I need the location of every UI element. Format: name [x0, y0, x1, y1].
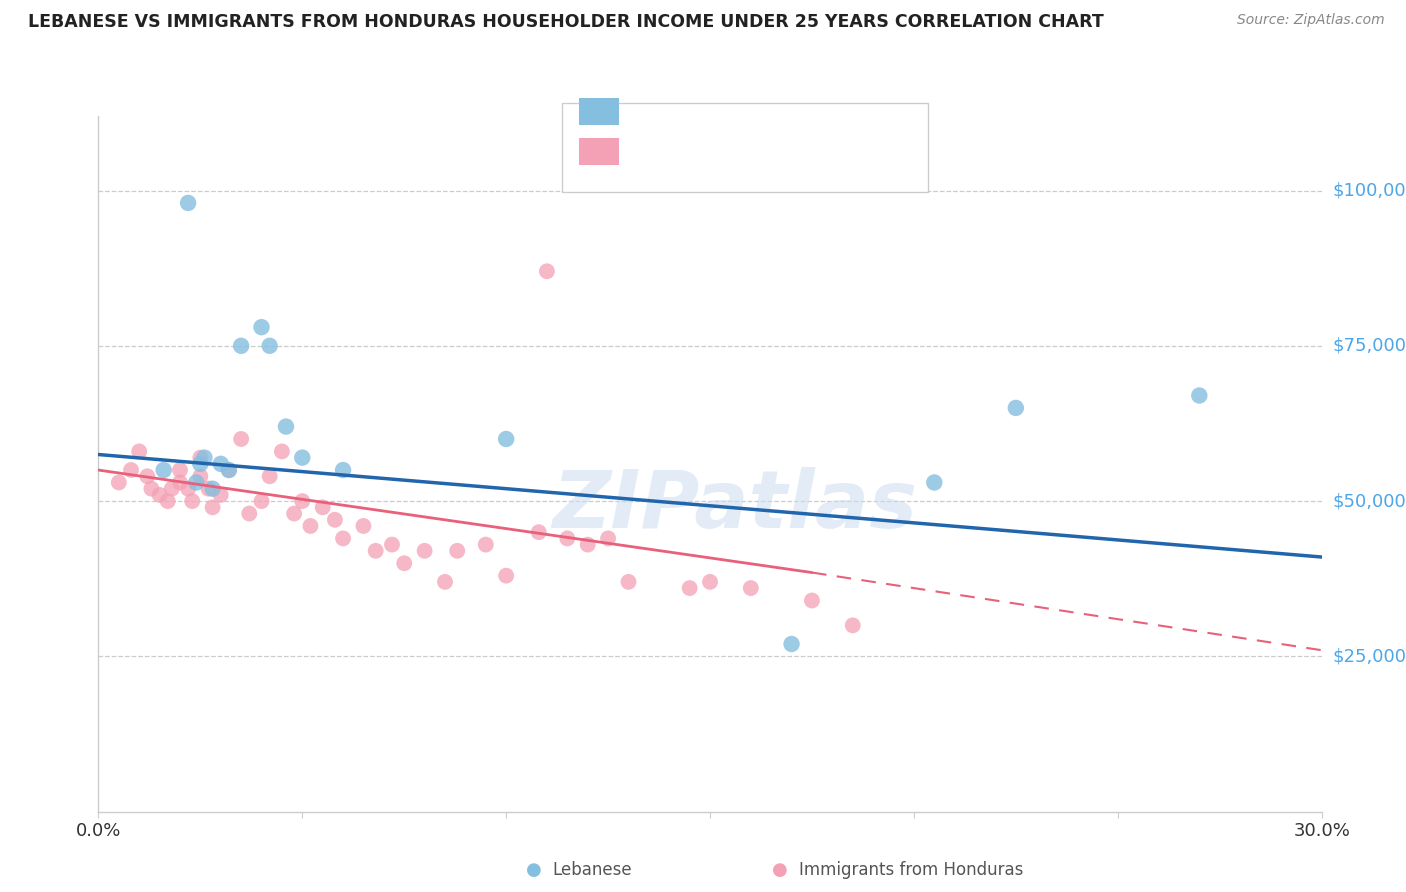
Point	[841, 618, 863, 632]
Point	[209, 488, 232, 502]
Text: R = -0.238  N = 20: R = -0.238 N = 20	[630, 103, 796, 120]
Point	[149, 488, 172, 502]
Point	[259, 469, 281, 483]
Point	[259, 339, 281, 353]
Point	[922, 475, 945, 490]
Point	[188, 457, 212, 471]
Text: $100,000: $100,000	[1333, 181, 1406, 200]
Point	[699, 574, 721, 589]
Point	[197, 482, 219, 496]
Point	[169, 475, 191, 490]
Point	[193, 450, 215, 465]
Point	[413, 543, 436, 558]
Point	[381, 538, 404, 552]
Point	[177, 195, 200, 210]
Point	[274, 419, 297, 434]
Text: LEBANESE VS IMMIGRANTS FROM HONDURAS HOUSEHOLDER INCOME UNDER 25 YEARS CORRELATI: LEBANESE VS IMMIGRANTS FROM HONDURAS HOU…	[28, 13, 1104, 31]
Text: ●: ●	[772, 861, 789, 879]
Point	[120, 463, 142, 477]
Point	[299, 519, 322, 533]
Point	[1188, 388, 1211, 402]
Point	[218, 463, 240, 477]
Point	[434, 574, 457, 589]
Text: ZIPatlas: ZIPatlas	[553, 467, 917, 545]
Point	[169, 463, 191, 477]
Point	[238, 507, 260, 521]
Text: Source: ZipAtlas.com: Source: ZipAtlas.com	[1237, 13, 1385, 28]
Point	[1004, 401, 1026, 415]
Point	[598, 532, 620, 546]
Point	[250, 320, 273, 334]
Point	[188, 450, 212, 465]
Point	[495, 432, 517, 446]
Point	[283, 507, 305, 521]
Point	[181, 494, 204, 508]
Point	[270, 444, 294, 458]
Point	[186, 475, 208, 490]
Point	[128, 444, 150, 458]
Point	[679, 581, 702, 595]
Point	[291, 450, 314, 465]
Point	[312, 500, 335, 515]
Text: Lebanese: Lebanese	[553, 861, 633, 879]
Point	[332, 532, 354, 546]
Point	[323, 513, 346, 527]
Point	[474, 538, 498, 552]
Point	[188, 469, 212, 483]
Point	[250, 494, 273, 508]
Point	[201, 500, 224, 515]
Point	[209, 457, 232, 471]
Point	[495, 568, 517, 582]
Point	[801, 593, 824, 607]
Point	[201, 482, 224, 496]
Point	[446, 543, 468, 558]
Point	[218, 463, 240, 477]
Text: $50,000: $50,000	[1333, 492, 1406, 510]
Point	[352, 519, 374, 533]
Point	[141, 482, 163, 496]
Point	[555, 532, 579, 546]
Point	[108, 475, 131, 490]
Point	[617, 574, 640, 589]
Point	[392, 556, 416, 570]
Point	[231, 432, 253, 446]
Point	[156, 494, 179, 508]
Point	[740, 581, 762, 595]
Point	[332, 463, 354, 477]
Text: R = -0.251  N = 48: R = -0.251 N = 48	[630, 143, 796, 161]
Text: Immigrants from Honduras: Immigrants from Honduras	[799, 861, 1024, 879]
Point	[536, 264, 558, 278]
Point	[527, 525, 550, 540]
Point	[152, 463, 174, 477]
Point	[291, 494, 314, 508]
Text: $25,000: $25,000	[1333, 648, 1406, 665]
Point	[136, 469, 159, 483]
Point	[364, 543, 387, 558]
Point	[576, 538, 599, 552]
Point	[780, 637, 803, 651]
Point	[177, 482, 200, 496]
Point	[231, 339, 253, 353]
Text: $75,000: $75,000	[1333, 337, 1406, 355]
Text: ●: ●	[526, 861, 543, 879]
Point	[160, 482, 183, 496]
